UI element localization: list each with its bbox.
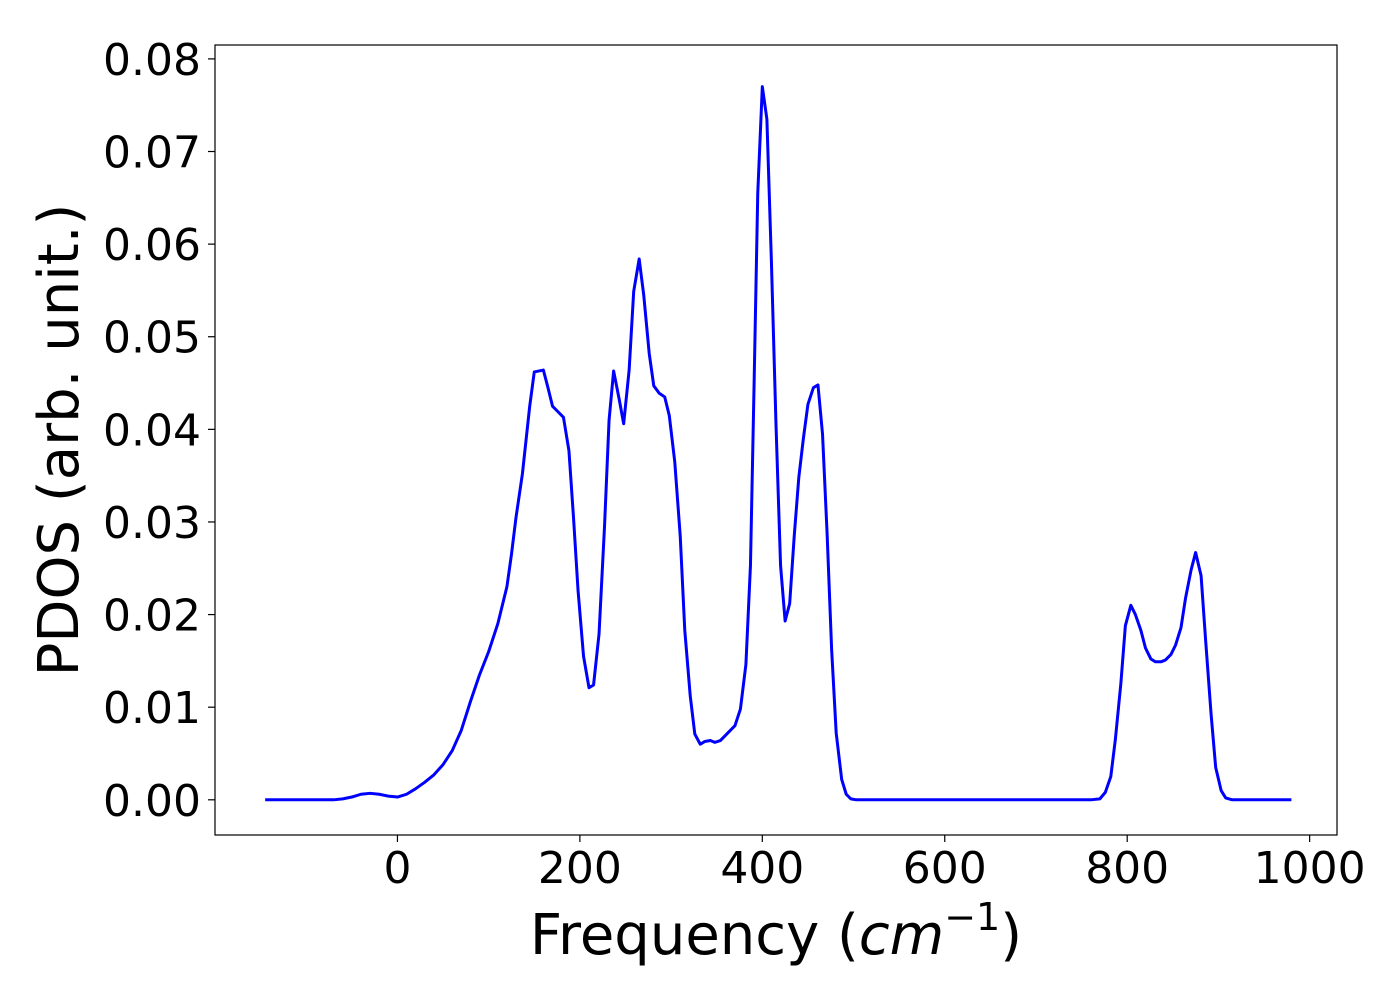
y-tick-label: 0.02 — [103, 591, 201, 642]
x-tick-label: 800 — [1085, 843, 1169, 894]
y-tick-label: 0.01 — [103, 683, 201, 734]
x-tick-label: 400 — [720, 843, 804, 894]
y-tick-label: 0.08 — [103, 35, 201, 86]
y-tick-label: 0.03 — [103, 498, 201, 549]
x-axis-label-close: ) — [1000, 903, 1022, 968]
x-axis-ticks: 0 200 400 600 800 1000 — [383, 835, 1366, 894]
y-tick-label: 0.05 — [103, 313, 201, 364]
x-axis-label-exponent: −1 — [944, 895, 1000, 939]
x-axis-label: Frequency (cm−1) — [530, 895, 1022, 968]
x-tick-label: 1000 — [1254, 843, 1366, 894]
y-tick-label: 0.04 — [103, 405, 201, 456]
x-tick-label: 600 — [903, 843, 987, 894]
x-axis-label-unit: cm — [859, 903, 944, 968]
series-line-0 — [265, 85, 1292, 802]
y-axis-ticks: 0.00 0.01 0.02 0.03 0.04 0.05 0.06 0.07 0.08 — [103, 35, 215, 827]
x-tick-label: 0 — [383, 843, 411, 894]
y-tick-label: 0.06 — [103, 220, 201, 271]
y-tick-label: 0.00 — [103, 776, 201, 827]
plot-frame — [214, 44, 1338, 836]
series-layer — [265, 85, 1292, 802]
x-axis-label-text: Frequency ( — [530, 903, 859, 968]
y-tick-label: 0.07 — [103, 128, 201, 179]
x-tick-label: 200 — [538, 843, 622, 894]
y-axis-label: PDOS (arb. unit.) — [27, 204, 92, 677]
